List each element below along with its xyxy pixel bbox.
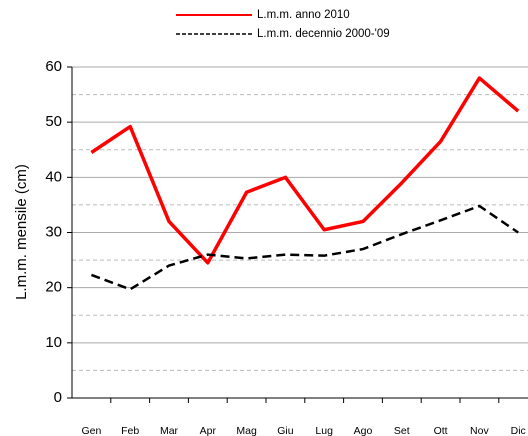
- y-tick-label: 0: [54, 389, 62, 406]
- x-tick-label: Nov: [470, 425, 489, 436]
- y-tick-label: 60: [45, 58, 62, 75]
- y-tick-label: 30: [45, 223, 62, 240]
- y-tick-label: 20: [45, 279, 62, 296]
- x-tick-label: Mar: [160, 425, 179, 436]
- x-tick-label: Feb: [121, 425, 139, 436]
- x-tick-label: Mag: [236, 425, 257, 436]
- x-tick-label: Gen: [81, 425, 101, 436]
- series-line: [90, 76, 520, 265]
- x-tick-label: Ago: [354, 425, 373, 436]
- y-tick-label: 50: [45, 113, 62, 130]
- x-tick-label: Apr: [200, 425, 217, 436]
- legend-label: L.m.m. decennio 2000-'09: [257, 28, 390, 40]
- x-tick-label: Set: [394, 425, 410, 436]
- x-tick-label: Giu: [277, 425, 294, 436]
- series-line: [90, 204, 519, 291]
- y-axis-label: L.m.m. mensile (cm): [13, 164, 30, 300]
- x-tick-label: Lug: [315, 425, 333, 436]
- x-tick-label: Ott: [434, 425, 448, 436]
- y-tick-label: 40: [45, 168, 62, 185]
- legend-label: L.m.m. anno 2010: [257, 9, 350, 21]
- y-tick-label: 10: [45, 334, 62, 351]
- x-tick-label: Dic: [511, 425, 526, 436]
